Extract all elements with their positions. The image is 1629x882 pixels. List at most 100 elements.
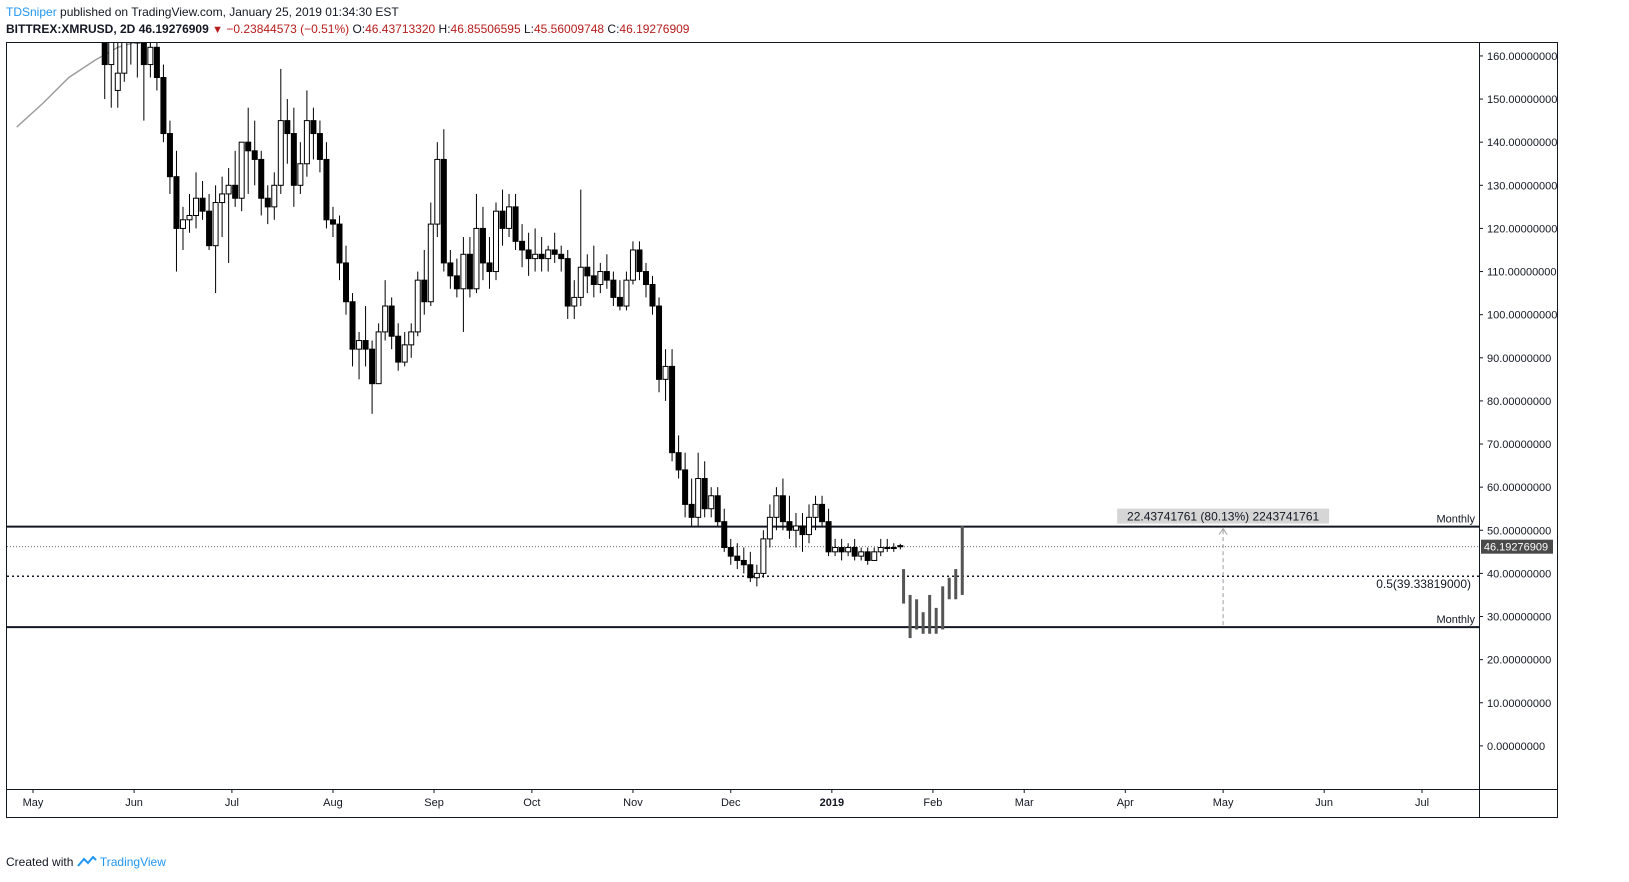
candle-body xyxy=(890,547,897,550)
footer: Created with TradingView xyxy=(6,854,166,869)
candle-body xyxy=(610,279,617,298)
candle-body xyxy=(362,340,369,350)
publish-line: TDSniper published on TradingView.com, J… xyxy=(6,4,689,21)
time-axis[interactable]: May Jun Jul Aug Sep Oct Nov Dec 2019 Feb Mar Apr May… xyxy=(23,789,1429,809)
candle-body xyxy=(316,133,323,160)
candle-body xyxy=(688,503,695,518)
time-tick-label: Apr xyxy=(1117,797,1134,809)
projection-bar xyxy=(928,594,932,634)
price-tick-label: 130.00000000 xyxy=(1487,180,1557,192)
candle-body xyxy=(545,249,552,260)
price-tick-label: 120.00000000 xyxy=(1487,223,1557,235)
candle-body xyxy=(206,210,213,247)
candle-body xyxy=(747,564,754,579)
candle-body xyxy=(193,197,200,216)
candle-body xyxy=(277,120,284,186)
candle-body xyxy=(519,240,526,251)
price-tick-label: 0.00000000 xyxy=(1487,741,1545,753)
candle-body xyxy=(473,227,480,290)
candle-body xyxy=(558,253,565,260)
candle-body xyxy=(427,223,434,303)
price-tick-label: 40.00000000 xyxy=(1487,568,1551,580)
candle-body xyxy=(884,547,891,550)
candle-body xyxy=(708,495,715,510)
candle-body xyxy=(356,340,363,350)
candle-body xyxy=(851,547,858,557)
tradingview-logo-icon xyxy=(76,855,100,869)
price-tick-label: 70.00000000 xyxy=(1487,439,1551,451)
candle-body xyxy=(642,271,649,285)
candle-body xyxy=(232,184,239,199)
moving-average-line xyxy=(16,43,136,128)
high-value: 46.85506595 xyxy=(450,22,521,36)
candle-body xyxy=(649,283,656,307)
ohlc-line: BITTREX:XMRUSD, 2D 46.19276909 ▼ −0.2384… xyxy=(6,21,689,38)
time-tick-label: Feb xyxy=(923,797,942,809)
time-tick-label: May xyxy=(23,797,44,809)
candle-body xyxy=(590,275,597,285)
chart-header: TDSniper published on TradingView.com, J… xyxy=(6,4,689,38)
candle-body xyxy=(864,551,871,561)
price-tick-label: 80.00000000 xyxy=(1487,396,1551,408)
publish-info: published on TradingView.com, January 25… xyxy=(56,5,399,19)
candle-body xyxy=(792,525,799,531)
price-tick-label: 60.00000000 xyxy=(1487,482,1551,494)
price-tick-label: 160.00000000 xyxy=(1487,51,1557,63)
open-label: O: xyxy=(352,22,366,36)
candle-body xyxy=(584,266,591,277)
candle-body xyxy=(714,495,721,523)
tradingview-brand[interactable]: TradingView xyxy=(99,855,166,869)
price-tick-label: 20.00000000 xyxy=(1487,655,1551,667)
candle-body xyxy=(493,210,499,273)
low-value: 45.56009748 xyxy=(533,22,605,36)
candle-body xyxy=(499,210,506,229)
candle-body xyxy=(453,275,460,290)
measure-tool: 22.43741761 (80.13%) 2243741761 xyxy=(1117,508,1330,626)
high-label: H: xyxy=(438,22,451,36)
candle-body xyxy=(160,76,167,135)
candle-body xyxy=(460,253,467,290)
price-tick-label: 50.00000000 xyxy=(1487,525,1551,537)
created-with-label: Created with xyxy=(6,855,74,869)
candle-body xyxy=(382,305,389,333)
price-tick-label: 150.00000000 xyxy=(1487,94,1557,106)
candle-body xyxy=(375,331,382,385)
candle-body xyxy=(564,258,571,307)
candle-body xyxy=(773,495,780,518)
candle-body xyxy=(877,547,884,553)
candle-body xyxy=(408,331,415,346)
level-label: Monthly xyxy=(1436,614,1475,626)
price-tick-label: 30.00000000 xyxy=(1487,612,1551,624)
last-price: 46.19276909 xyxy=(138,22,209,36)
candles xyxy=(101,43,904,587)
candle-body xyxy=(271,184,278,208)
candle-body xyxy=(329,219,336,225)
author-link[interactable]: TDSniper xyxy=(6,5,57,19)
time-tick-label: Oct xyxy=(523,797,540,809)
candle-body xyxy=(388,305,395,337)
candle-body xyxy=(199,197,206,212)
candle-body xyxy=(760,538,767,574)
time-tick-label: Jun xyxy=(125,797,143,809)
candle-body xyxy=(701,478,708,510)
candle-body xyxy=(447,262,454,277)
projection-bar xyxy=(941,586,945,630)
price-axis[interactable]: 0.00000000 10.00000000 20.00000000 30.00000… xyxy=(1479,51,1557,753)
candle-body xyxy=(486,262,493,273)
candle-body xyxy=(343,262,350,303)
candle-body xyxy=(779,495,786,523)
candle-body xyxy=(251,150,258,160)
candle-body xyxy=(147,46,154,66)
candle-body xyxy=(551,249,558,255)
candle-body xyxy=(675,452,682,471)
candle-body xyxy=(303,120,310,165)
candle-body xyxy=(845,547,852,553)
candle-body xyxy=(838,547,845,553)
candle-body xyxy=(108,43,115,66)
candle-body xyxy=(656,305,663,380)
candle-body xyxy=(740,559,747,566)
candle-body xyxy=(858,551,865,557)
candle-body xyxy=(310,120,317,135)
candle-body xyxy=(753,572,760,579)
